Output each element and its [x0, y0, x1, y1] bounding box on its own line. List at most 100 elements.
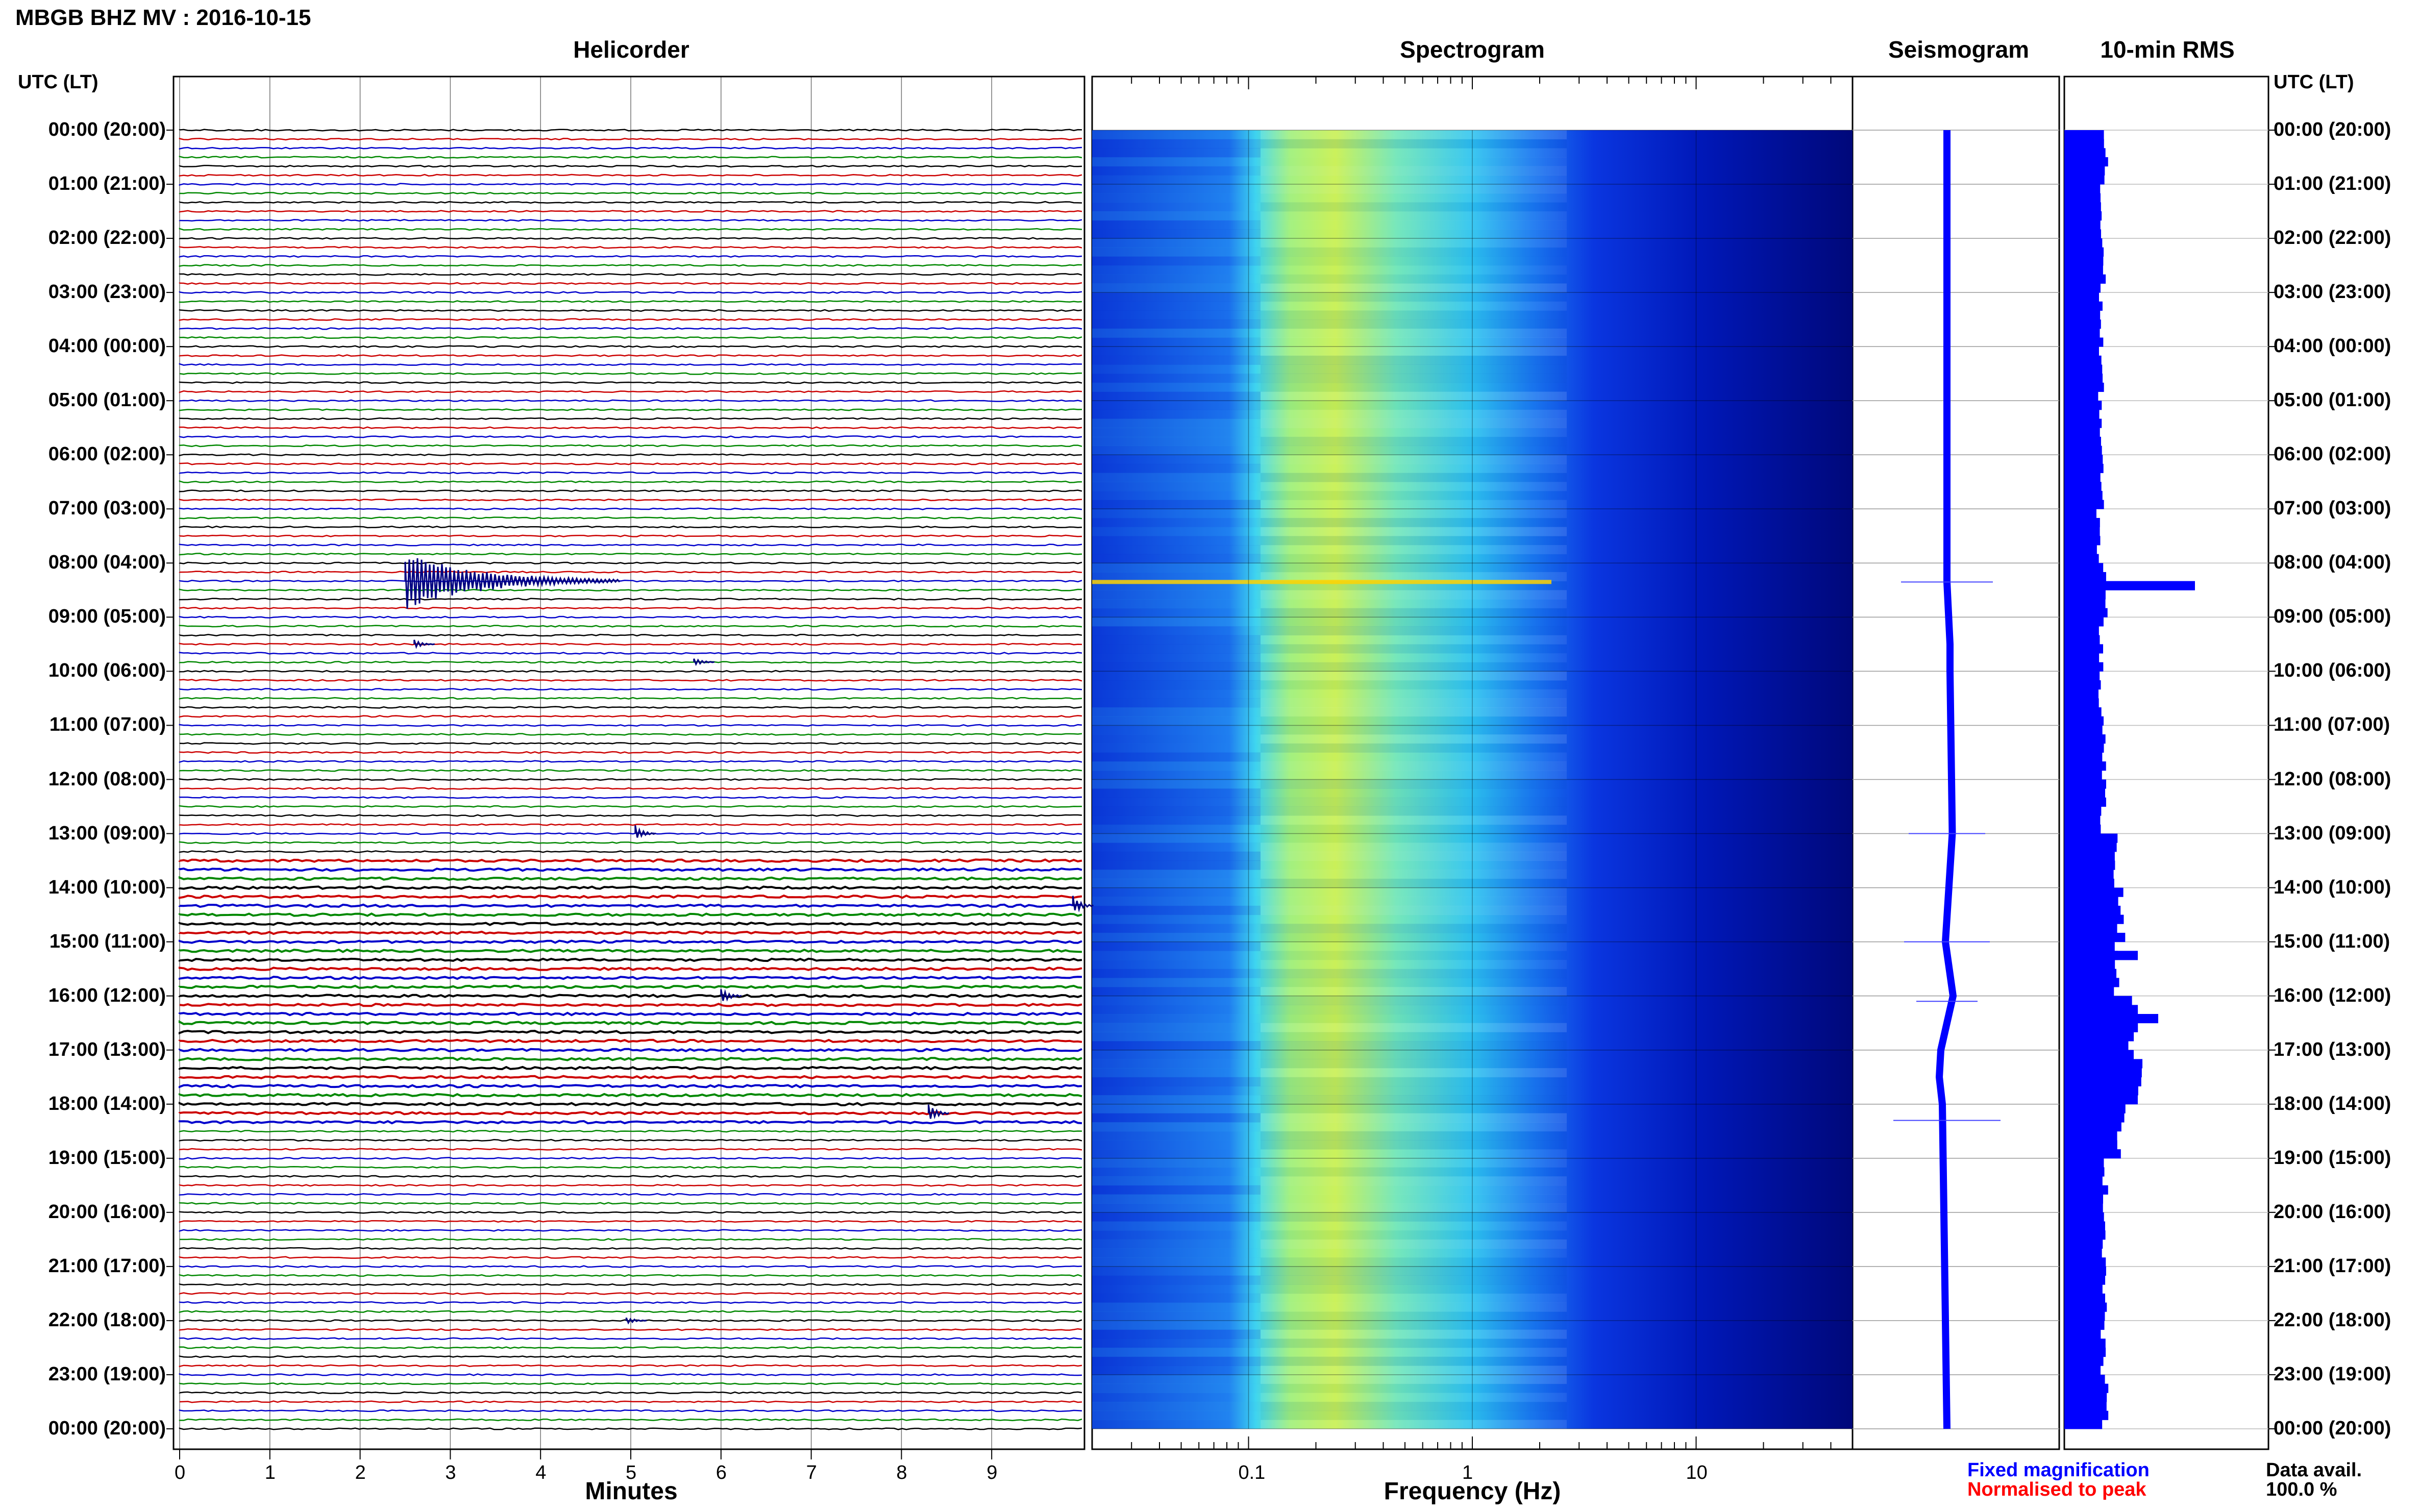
helicorder-trace — [179, 1065, 1082, 1071]
rms-bar — [2064, 418, 2102, 428]
helicorder-trace — [179, 399, 1082, 402]
spectrogram-row-mid — [1261, 1230, 1567, 1240]
spectrogram-row-low — [1092, 617, 1261, 627]
helicorder-trace — [179, 885, 1082, 890]
rms-bar — [2064, 1320, 2105, 1330]
spectrogram-row-mid — [1261, 1420, 1567, 1429]
spectrogram-row-mid — [1261, 310, 1567, 320]
spectrogram-row-low — [1092, 1176, 1261, 1186]
spectrogram-row-low — [1092, 473, 1261, 482]
rms-bar — [2064, 1131, 2117, 1141]
spectrogram-row-mid — [1261, 274, 1567, 284]
helicorder-trace — [179, 894, 1082, 899]
rms-bar — [2064, 1203, 2103, 1213]
hour-label-right: 23:00 (19:00) — [2274, 1363, 2391, 1385]
hour-label-right: 18:00 (14:00) — [2274, 1093, 2391, 1114]
spectrogram-row-low — [1092, 626, 1261, 636]
spectrogram-row-mid — [1261, 1158, 1567, 1168]
hour-label-left: 03:00 (23:00) — [48, 281, 166, 303]
helicorder-trace — [179, 697, 1082, 700]
hour-label-left: 10:00 (06:00) — [48, 660, 166, 682]
helicorder-trace — [179, 246, 1082, 249]
spectrogram-row-low — [1092, 590, 1261, 600]
rms-bar — [2064, 130, 2104, 140]
rms-bar — [2064, 229, 2102, 239]
rms-bar — [2064, 734, 2106, 744]
spectrogram-row-low — [1092, 1077, 1261, 1086]
spectrogram-row-low — [1092, 157, 1261, 167]
rms-bar — [2064, 355, 2102, 365]
rms-bar — [2064, 1059, 2143, 1069]
helicorder-trace — [179, 588, 1082, 592]
spectrogram-row-low — [1092, 941, 1261, 951]
rms-bar — [2064, 1221, 2105, 1231]
rms-bar — [2064, 265, 2103, 275]
spectrogram-row-low — [1092, 391, 1261, 401]
hour-label-right: 00:00 (20:00) — [2274, 119, 2391, 140]
rms-bar — [2064, 716, 2104, 726]
helicorder-traces — [179, 129, 1094, 1430]
helicorder-trace — [179, 1346, 1082, 1349]
rms-bar — [2064, 978, 2119, 987]
spectrogram-row-mid — [1261, 599, 1567, 609]
rms-bar — [2064, 166, 2105, 176]
helicorder-trace — [179, 571, 1082, 574]
helicorder-event — [720, 989, 742, 1002]
helicorder-trace — [179, 129, 1082, 132]
spectrogram-row-low — [1092, 364, 1261, 374]
spectrogram-row-mid — [1261, 1059, 1567, 1069]
spectrogram-row-mid — [1261, 283, 1567, 293]
spectrogram-row-low — [1092, 1257, 1261, 1267]
spectrogram-row-mid — [1261, 1203, 1567, 1213]
helicorder-frame — [172, 76, 1085, 1450]
spectrogram-row-low — [1092, 1032, 1261, 1042]
spectrogram-row-mid — [1261, 1366, 1567, 1375]
rms-bar — [2064, 374, 2103, 383]
rms-bar — [2064, 238, 2103, 248]
rms-bar — [2064, 428, 2100, 437]
axis-ticks — [166, 77, 2276, 1459]
helicorder-trace — [179, 255, 1082, 258]
rms-bar — [2064, 842, 2117, 852]
helicorder-trace — [179, 390, 1082, 393]
spectrogram-row-mid — [1261, 905, 1567, 915]
rms-bar — [2064, 680, 2101, 690]
hour-label-left: 20:00 (16:00) — [48, 1201, 166, 1223]
rms-bar — [2064, 148, 2106, 158]
spectrogram-row-low — [1092, 1005, 1261, 1014]
spectrogram-row-mid — [1261, 463, 1567, 474]
hour-label-left: 05:00 (01:00) — [48, 389, 166, 411]
spectrogram-row-mid — [1261, 1302, 1567, 1312]
helicorder-trace — [179, 264, 1082, 267]
spectrogram-row-low — [1092, 671, 1261, 681]
rms-bar — [2064, 1086, 2138, 1096]
rms-bar — [2064, 490, 2103, 501]
spectrogram-row-low — [1092, 346, 1261, 356]
spectrogram-row-low — [1092, 401, 1261, 410]
spectrogram-row-low — [1092, 455, 1261, 464]
helicorder-trace — [179, 939, 1082, 944]
helicorder-trace — [179, 1391, 1082, 1394]
rms-peak-bar — [2064, 1032, 2113, 1042]
helicorder-trace — [179, 453, 1082, 457]
rms-bar — [2064, 914, 2124, 924]
helicorder-event — [927, 1104, 950, 1120]
spectrogram-row-mid — [1261, 436, 1567, 447]
rms-bar — [2064, 500, 2104, 509]
spectrogram-row-low — [1092, 1302, 1261, 1312]
utc-header-right: UTC (LT) — [2274, 71, 2354, 93]
rms-bar — [2064, 1176, 2103, 1186]
spectrogram-row-low — [1092, 779, 1261, 789]
helicorder-trace — [179, 580, 1082, 583]
helicorder-trace — [179, 994, 1082, 999]
rms-bar — [2064, 536, 2101, 546]
hour-label-right: 14:00 (10:00) — [2274, 876, 2391, 898]
rms-bar — [2064, 996, 2132, 1005]
spectrogram-row-low — [1092, 1401, 1261, 1411]
rms-bar — [2064, 382, 2104, 392]
spectrogram-row-mid — [1261, 563, 1567, 573]
spectrogram-row-mid — [1261, 554, 1567, 563]
spectrogram-row-mid — [1261, 788, 1567, 798]
helicorder-trace — [179, 1265, 1082, 1268]
rms-bar — [2064, 310, 2101, 320]
